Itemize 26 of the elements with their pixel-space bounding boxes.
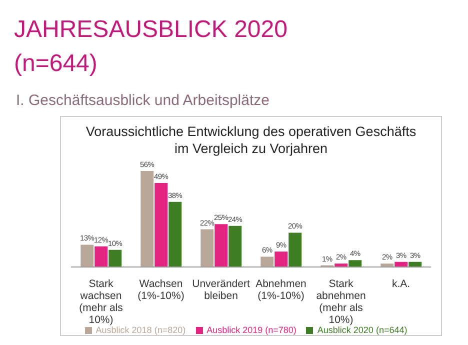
text: (n=644)	[14, 50, 98, 78]
bar	[214, 224, 228, 267]
text: I. Geschäftsausblick und Arbeitsplätze	[16, 92, 270, 109]
x-tick-label: Abnehmen (1%-10%)	[256, 278, 307, 302]
bar	[228, 226, 242, 267]
bar	[168, 202, 182, 267]
bar	[288, 232, 302, 267]
x-tick-label: k.A.	[392, 278, 410, 290]
x-tick-label: Wachsen (1%-10%)	[138, 278, 184, 302]
bar	[80, 244, 94, 267]
x-tick-label: Unverändert bleiben	[192, 278, 250, 302]
legend-label: Ausblick 2018 (n=820)	[96, 325, 186, 335]
legend-label: Ausblick 2020 (n=644)	[317, 325, 408, 335]
bar	[260, 256, 274, 267]
chart-title: Voraussichtliche Entwicklung des operativen Geschäfts im Vergleich zu Vorjahren	[84, 123, 418, 157]
x-tick-label: Stark wachsen (mehr als 10%)	[79, 278, 123, 326]
bar	[140, 171, 154, 267]
legend-label: Ausblick 2019 (n=780)	[206, 325, 296, 335]
bar	[108, 250, 122, 267]
x-tick-label: Stark abnehmen (mehr als 10%)	[316, 278, 366, 326]
bar	[200, 229, 214, 267]
bar	[154, 183, 168, 267]
text: JAHRESAUSBLICK 2020	[14, 16, 288, 44]
bar	[348, 260, 362, 267]
bar	[274, 252, 288, 267]
bar	[94, 246, 108, 267]
